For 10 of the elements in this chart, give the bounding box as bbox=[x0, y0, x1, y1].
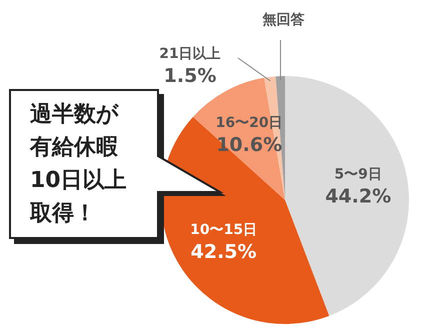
pie-slice bbox=[285, 76, 409, 316]
slice-label: 10〜15日 bbox=[190, 222, 258, 238]
slice-label: 無回答 bbox=[261, 12, 304, 28]
data-label: 44.2% bbox=[325, 186, 392, 208]
slice-label: 16〜20日 bbox=[216, 114, 283, 131]
data-label: 42.5% bbox=[190, 241, 257, 264]
slice-label: 21日以上 bbox=[159, 46, 221, 62]
slice-label: 5〜9日 bbox=[334, 166, 382, 183]
text: 過半数が有給休暇10日以上取得！ bbox=[30, 101, 128, 228]
data-label: 1.5% bbox=[164, 65, 216, 87]
